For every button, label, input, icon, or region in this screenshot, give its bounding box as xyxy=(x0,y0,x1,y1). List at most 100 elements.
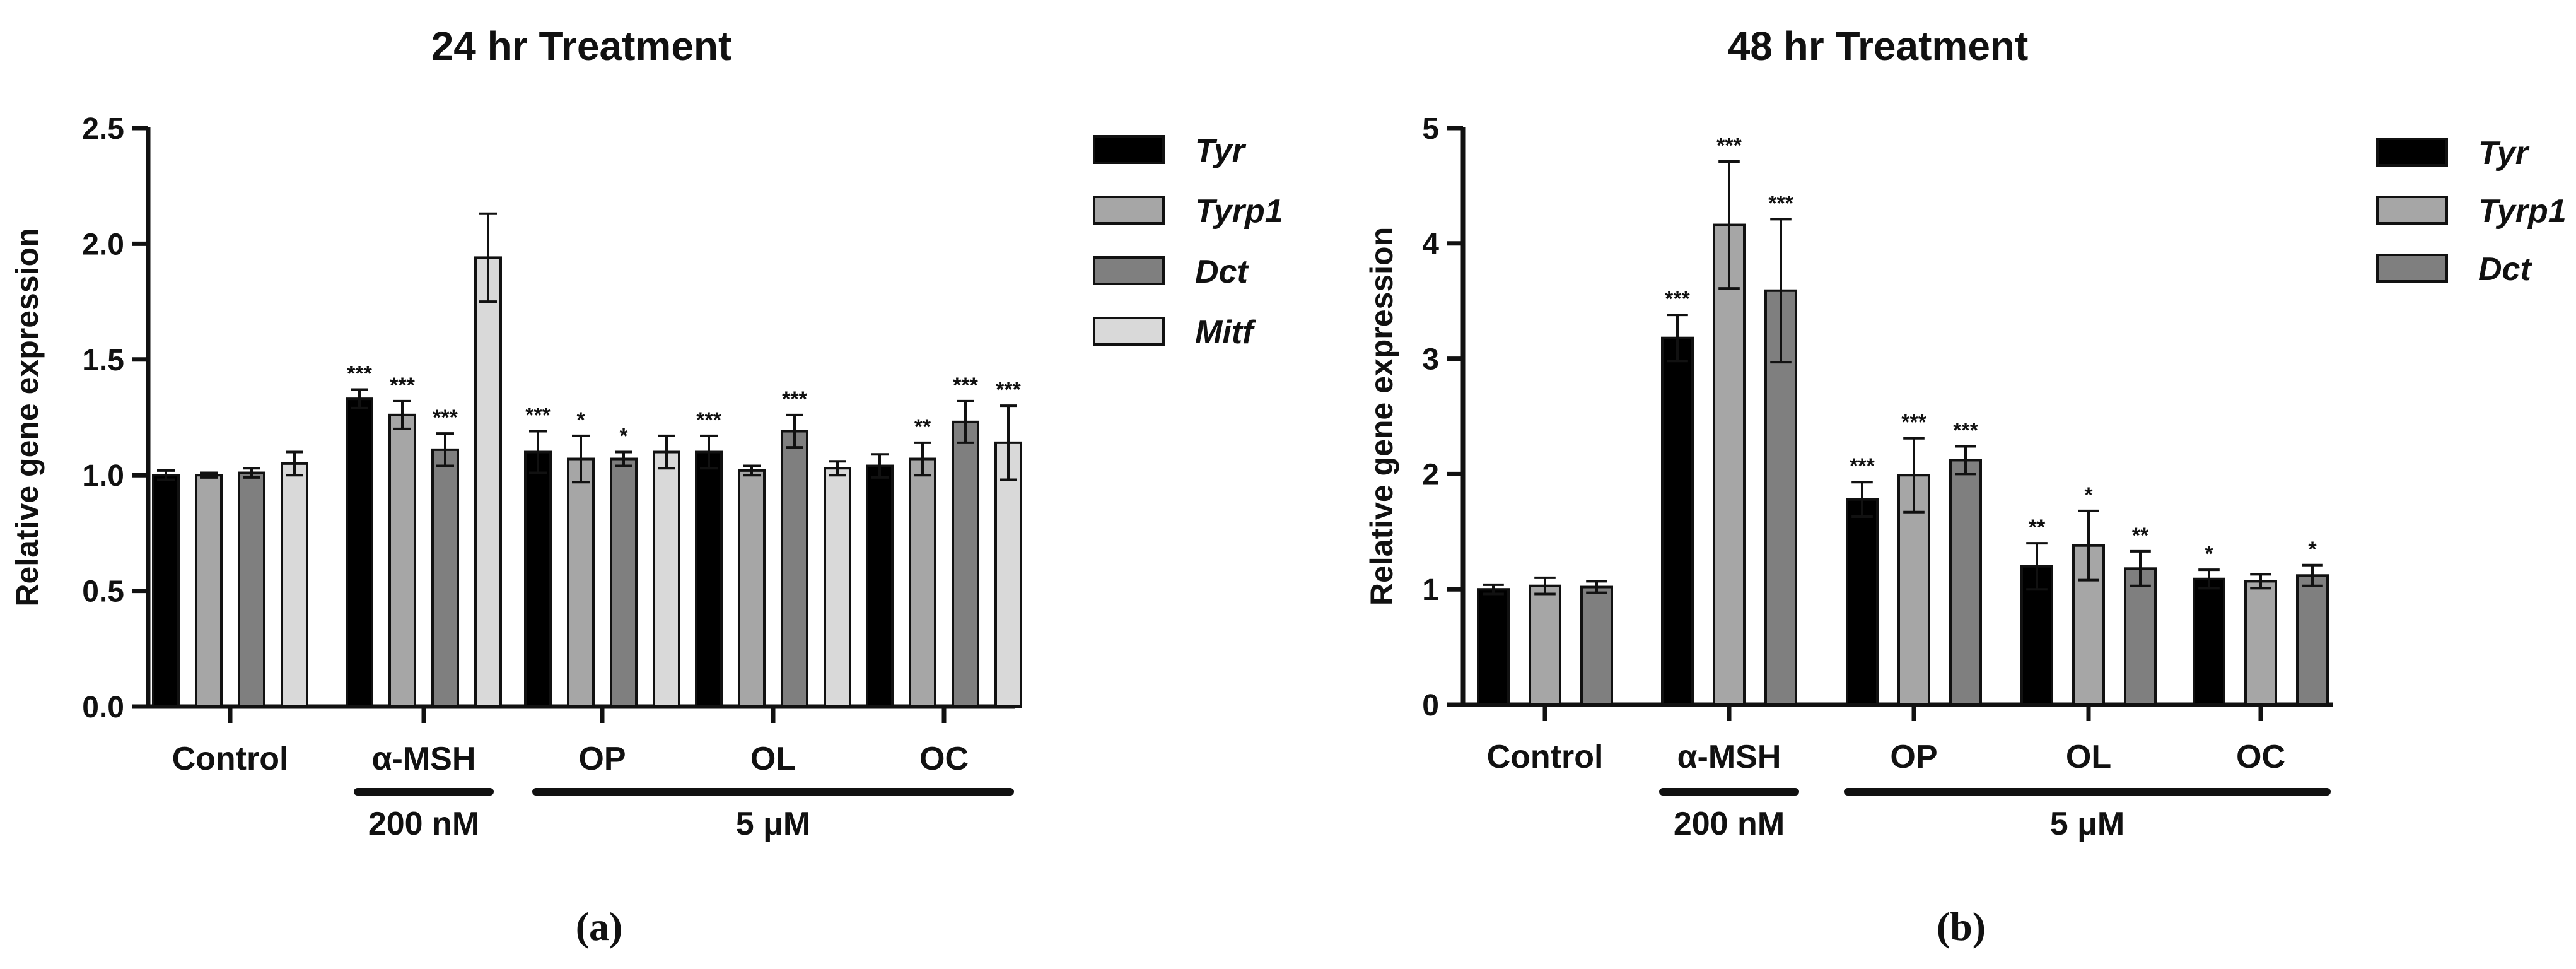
y-tick-label: 1.5 xyxy=(82,344,124,377)
bar xyxy=(474,256,502,708)
x-tick-label: OL xyxy=(2066,739,2111,775)
legend-label: Mitf xyxy=(1195,314,1256,351)
legend-swatch xyxy=(1093,256,1165,285)
bar xyxy=(824,467,851,708)
significance-label: *** xyxy=(347,361,372,385)
legend-label: Tyr xyxy=(2478,135,2530,172)
y-tick-label: 0.5 xyxy=(82,575,124,609)
bar xyxy=(524,450,552,708)
significance-label: *** xyxy=(953,373,978,397)
significance-label: * xyxy=(576,408,585,432)
bar xyxy=(388,413,416,708)
bar xyxy=(866,464,894,708)
group-label: 5 μM xyxy=(736,806,811,842)
bar xyxy=(952,420,979,708)
y-tick-label: 0 xyxy=(1422,689,1439,722)
bar xyxy=(2124,567,2157,707)
y-tick-label: 1.0 xyxy=(82,459,124,493)
bar xyxy=(653,450,680,708)
x-tick-label: OC xyxy=(919,741,969,777)
y-tick-label: 4 xyxy=(1422,228,1439,261)
bar xyxy=(2193,577,2225,706)
bar xyxy=(610,457,638,708)
y-axis-title: Relative gene expression xyxy=(1364,227,1399,606)
chart-panel-1: 24 hr Treatment Relative gene expression 0… xyxy=(9,23,1283,949)
legend-swatch xyxy=(2376,196,2448,225)
y-axis-title: Relative gene expression xyxy=(9,228,45,606)
significance-label: *** xyxy=(1716,134,1742,158)
group-label: 200 nM xyxy=(1674,806,1785,842)
chart-panel-2: 48 hr Treatment Relative gene expression 0… xyxy=(1364,23,2567,949)
legend-label: Tyr xyxy=(1195,132,1247,169)
legend-label: Tyrp1 xyxy=(1195,193,1283,230)
x-tick-label: Control xyxy=(172,741,289,777)
bar xyxy=(346,397,373,708)
legend-swatch xyxy=(1093,135,1165,164)
bar xyxy=(2296,574,2329,706)
significance-label: *** xyxy=(996,378,1021,402)
y-tick-label: 0.0 xyxy=(82,691,124,724)
y-tick-label: 2.5 xyxy=(82,112,124,146)
x-tick-label: Control xyxy=(1487,739,1604,775)
bar xyxy=(738,469,766,708)
legend-swatch xyxy=(1093,317,1165,346)
bar xyxy=(1713,223,1746,706)
bar xyxy=(281,462,308,708)
x-tick-label: OP xyxy=(578,741,626,777)
x-tick-label: OC xyxy=(2236,739,2285,775)
legend-swatch xyxy=(2376,254,2448,283)
y-tick-label: 3 xyxy=(1422,343,1439,377)
bar xyxy=(1529,584,1561,706)
significance-label: *** xyxy=(782,387,807,411)
significance-label: * xyxy=(2205,542,2213,566)
bar xyxy=(1949,459,1982,706)
significance-label: *** xyxy=(390,373,415,397)
significance-label: ** xyxy=(2132,524,2149,548)
bar xyxy=(567,457,595,708)
significance-label: *** xyxy=(1665,287,1690,311)
significance-label: *** xyxy=(1901,411,1926,435)
legend-swatch xyxy=(2376,138,2448,167)
bar xyxy=(152,474,180,708)
y-tick-label: 5 xyxy=(1422,112,1439,146)
x-tick-label: α-MSH xyxy=(1677,739,1781,775)
x-tick-label: OP xyxy=(1890,739,1937,775)
y-tick-label: 1 xyxy=(1422,573,1439,607)
significance-label: * xyxy=(2308,537,2317,561)
panel-label: (a) xyxy=(576,904,623,949)
significance-label: *** xyxy=(1768,191,1793,215)
bar xyxy=(695,450,723,708)
panel-label: (b) xyxy=(1937,904,1986,949)
bar xyxy=(195,474,223,708)
group-label: 200 nM xyxy=(368,806,479,842)
bar xyxy=(1846,498,1879,707)
significance-label: ** xyxy=(2029,515,2046,539)
bar xyxy=(909,457,936,708)
bar xyxy=(238,471,265,708)
significance-label: ** xyxy=(914,415,931,439)
y-tick-label: 2.0 xyxy=(82,228,124,261)
legend-label: Dct xyxy=(2478,251,2532,288)
bar xyxy=(2244,580,2277,706)
bar xyxy=(1580,585,1613,706)
x-tick-label: OL xyxy=(750,741,796,777)
chart-title: 24 hr Treatment xyxy=(431,23,732,69)
bar xyxy=(1477,588,1510,707)
bar xyxy=(994,441,1022,708)
significance-label: * xyxy=(2084,483,2093,507)
legend-label: Dct xyxy=(1195,254,1249,290)
legend-label: Tyrp1 xyxy=(2478,193,2567,230)
significance-label: *** xyxy=(696,408,721,432)
x-tick-label: α-MSH xyxy=(372,741,476,777)
chart-title: 48 hr Treatment xyxy=(1728,23,2029,69)
bar xyxy=(431,448,459,708)
significance-label: *** xyxy=(525,404,551,428)
legend-swatch xyxy=(1093,196,1165,225)
significance-label: *** xyxy=(433,406,458,430)
significance-label: * xyxy=(619,425,628,449)
y-tick-label: 2 xyxy=(1422,458,1439,491)
significance-label: *** xyxy=(1850,454,1875,478)
group-label: 5 μM xyxy=(2050,806,2125,842)
bar xyxy=(1661,336,1694,706)
